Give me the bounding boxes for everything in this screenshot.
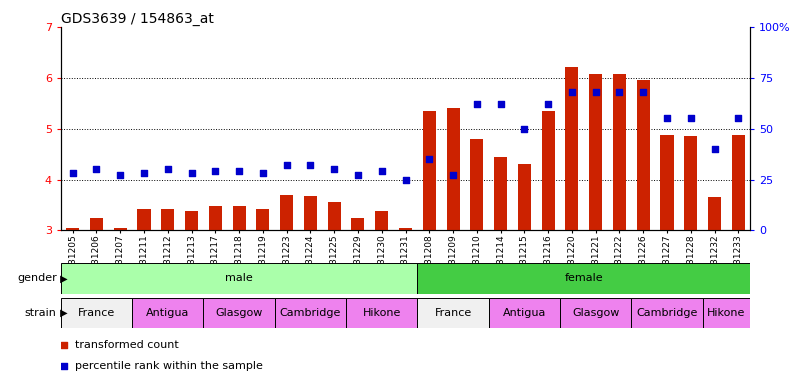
Bar <box>304 196 317 230</box>
Point <box>470 101 483 107</box>
Point <box>114 172 127 179</box>
Bar <box>631 298 702 328</box>
Point <box>138 170 151 177</box>
Point <box>58 342 71 348</box>
Point <box>58 362 71 369</box>
Point <box>565 89 578 95</box>
Bar <box>275 298 346 328</box>
Text: Hikone: Hikone <box>707 308 745 318</box>
Point <box>161 166 174 172</box>
Bar <box>708 197 721 230</box>
Point <box>328 166 341 172</box>
Bar <box>447 108 460 230</box>
Bar <box>589 74 603 230</box>
Point <box>375 168 388 174</box>
Bar <box>565 66 578 230</box>
Bar <box>542 111 555 230</box>
Bar <box>138 209 151 230</box>
Bar <box>90 218 103 230</box>
Bar <box>423 111 436 230</box>
Bar <box>346 298 418 328</box>
Bar <box>114 228 127 230</box>
Bar <box>161 209 174 230</box>
Point <box>684 115 697 121</box>
Point <box>518 126 531 132</box>
Bar <box>494 157 507 230</box>
Bar <box>280 195 294 230</box>
Point <box>637 89 650 95</box>
Text: Cambridge: Cambridge <box>280 308 341 318</box>
Point <box>233 168 246 174</box>
Point <box>256 170 269 177</box>
Point <box>209 168 222 174</box>
Bar <box>132 298 204 328</box>
Bar <box>637 80 650 230</box>
Bar <box>418 298 489 328</box>
Text: GDS3639 / 154863_at: GDS3639 / 154863_at <box>61 12 214 26</box>
Bar <box>185 211 198 230</box>
Bar <box>256 209 269 230</box>
Bar <box>613 74 626 230</box>
Bar <box>399 228 412 230</box>
Text: transformed count: transformed count <box>75 339 178 350</box>
Point <box>351 172 364 179</box>
Point <box>185 170 198 177</box>
Text: Glasgow: Glasgow <box>572 308 620 318</box>
Bar <box>375 211 388 230</box>
Text: Glasgow: Glasgow <box>216 308 263 318</box>
Bar <box>233 206 246 230</box>
Bar <box>67 228 79 230</box>
Point <box>423 156 436 162</box>
Bar <box>660 135 673 230</box>
Bar <box>517 164 531 230</box>
Bar <box>208 206 222 230</box>
Bar <box>732 135 744 230</box>
Text: ▶: ▶ <box>57 308 67 318</box>
Bar <box>470 139 483 230</box>
Text: strain: strain <box>25 308 57 318</box>
Point <box>613 89 626 95</box>
Point <box>589 89 602 95</box>
Bar <box>702 298 750 328</box>
Text: gender: gender <box>17 273 57 283</box>
Point <box>660 115 673 121</box>
Point <box>494 101 507 107</box>
Text: ▶: ▶ <box>57 273 67 283</box>
Text: France: France <box>78 308 115 318</box>
Bar <box>351 218 364 230</box>
Bar <box>61 298 132 328</box>
Text: male: male <box>225 273 253 283</box>
Bar <box>684 136 697 230</box>
Point <box>304 162 317 168</box>
Text: Hikone: Hikone <box>363 308 401 318</box>
Text: percentile rank within the sample: percentile rank within the sample <box>75 361 263 371</box>
Bar <box>560 298 631 328</box>
Text: female: female <box>564 273 603 283</box>
Point <box>67 170 79 177</box>
Point <box>90 166 103 172</box>
Text: Cambridge: Cambridge <box>637 308 697 318</box>
Point <box>280 162 293 168</box>
Bar <box>418 263 750 294</box>
Text: Antigua: Antigua <box>146 308 190 318</box>
Text: Antigua: Antigua <box>503 308 546 318</box>
Bar <box>204 298 275 328</box>
Bar <box>328 202 341 230</box>
Point <box>447 172 460 179</box>
Bar <box>489 298 560 328</box>
Point <box>708 146 721 152</box>
Text: France: France <box>435 308 472 318</box>
Point <box>732 115 744 121</box>
Point <box>542 101 555 107</box>
Point <box>399 177 412 183</box>
Bar <box>61 263 418 294</box>
